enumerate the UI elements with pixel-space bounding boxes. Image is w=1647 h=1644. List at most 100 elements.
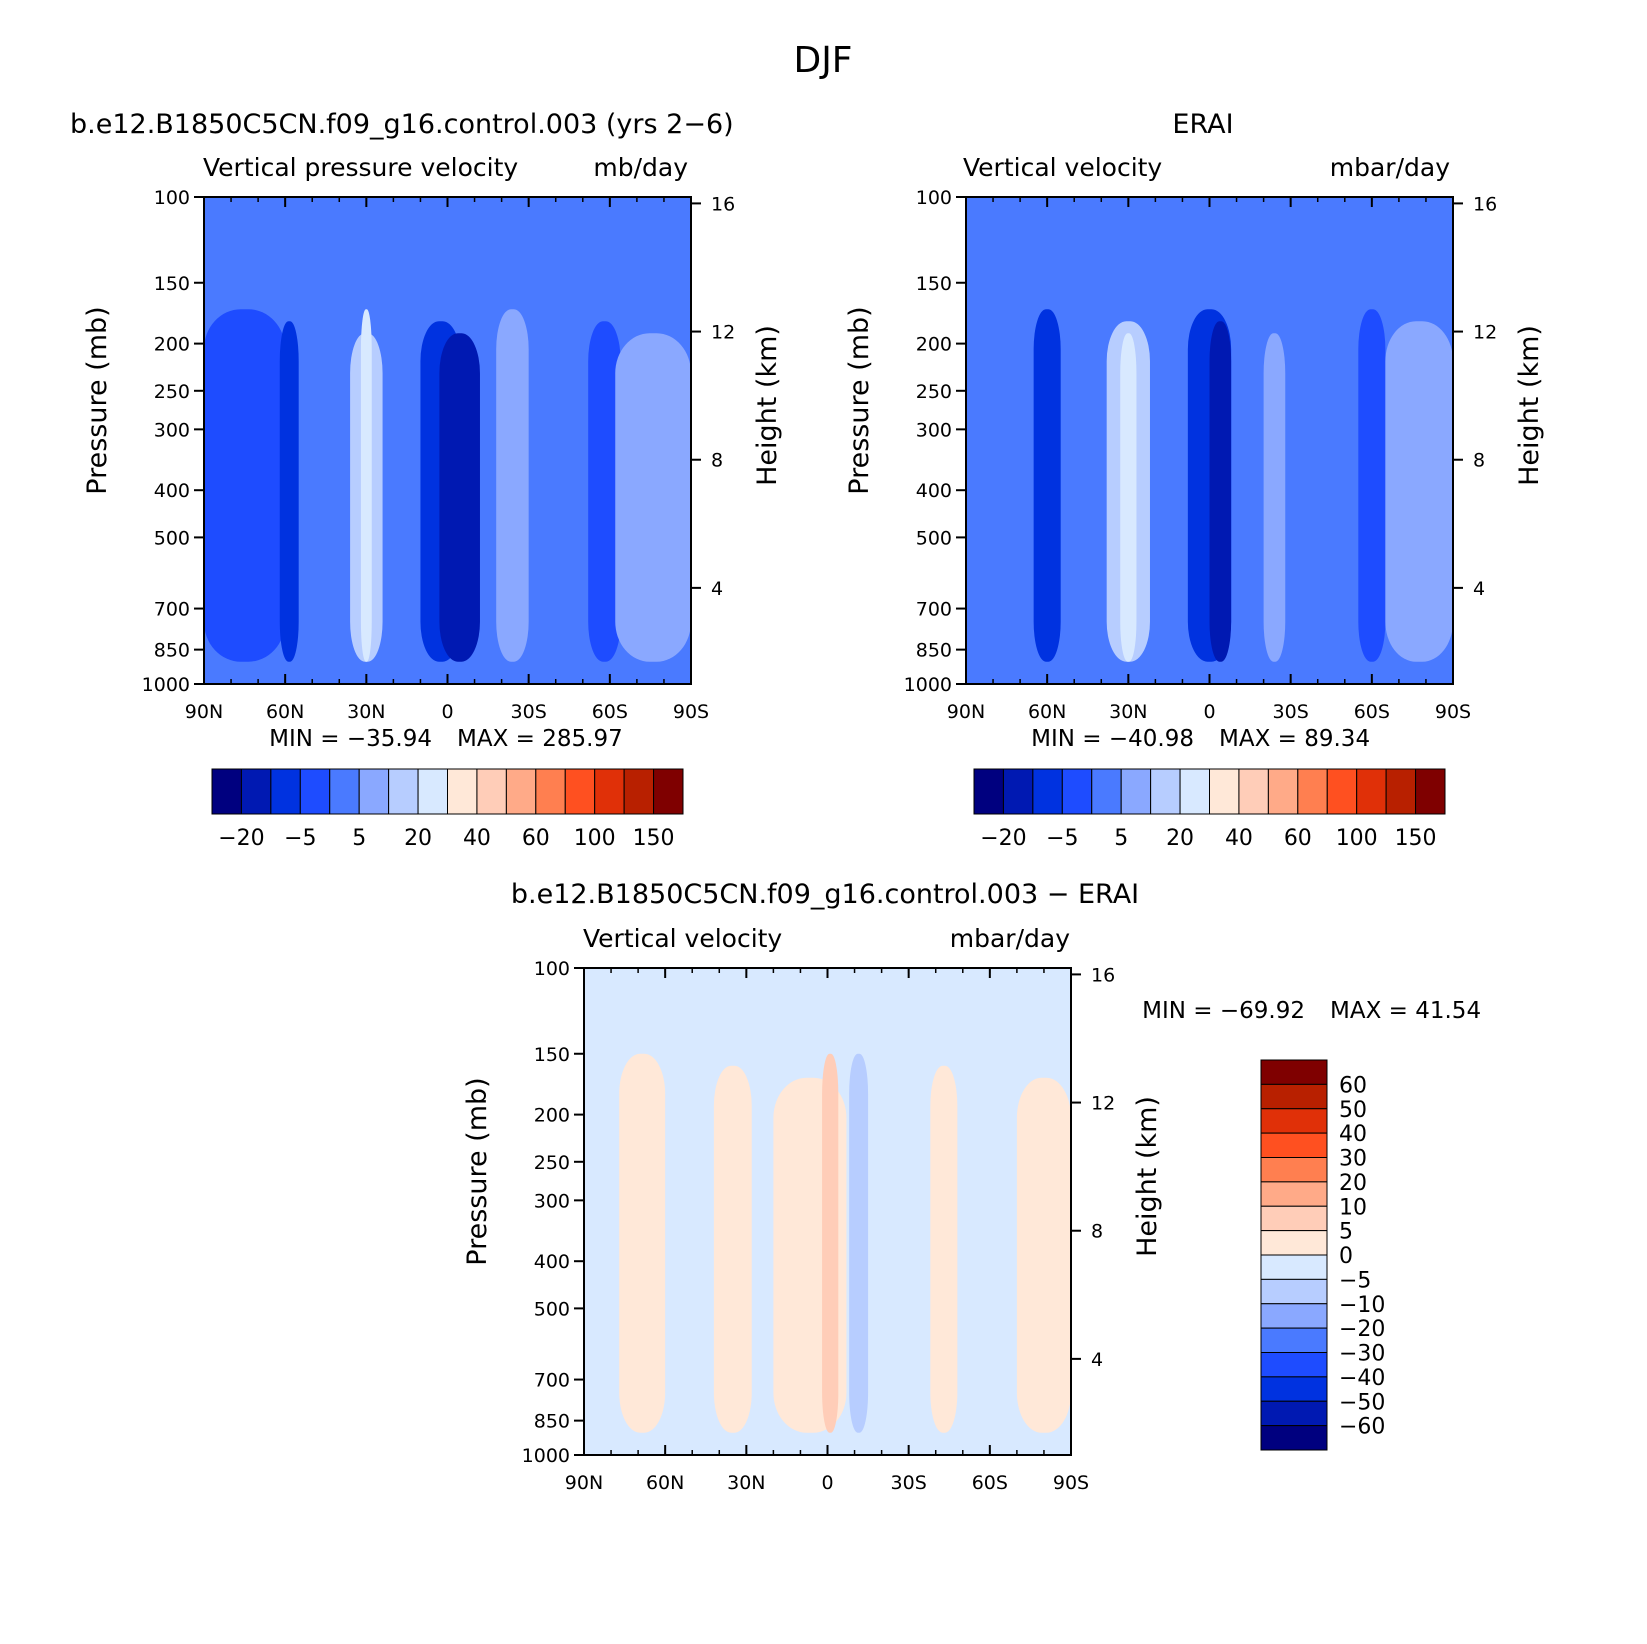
diff-y-tick-label: 700 [534,1370,570,1392]
obs-colorbar-label: 60 [1284,826,1312,851]
model-y-tick-label: 300 [154,419,190,441]
model-colorbar-swatch [447,768,478,815]
diff-colorbar-label: −40 [1339,1366,1385,1391]
obs-y2-tick-label: 12 [1473,322,1497,344]
model-y-tick-label: 700 [154,599,190,621]
diff-colorbar-label: 5 [1339,1220,1353,1245]
diff-colorbar-label: −10 [1339,1293,1385,1318]
model-colorbar-label: 5 [352,826,366,851]
model-y-tick-label: 500 [154,527,190,549]
diff-colorbar-swatch [1260,1327,1328,1353]
diff-colorbar-swatch [1260,1303,1328,1329]
diff-colorbar-label: −20 [1339,1317,1385,1342]
diff-colorbar-label: 30 [1339,1147,1367,1172]
obs-y-tick-label: 250 [916,381,952,403]
obs-colorbar-label: 20 [1166,826,1194,851]
model-contour-region [204,309,286,662]
obs-units-label: mbar/day [1330,153,1450,182]
obs-contour-region [1033,309,1061,662]
model-contour-region [615,333,691,662]
model-colorbar-label: 40 [463,826,491,851]
model-x-tick-label: 0 [441,701,453,723]
diff-max-label: MAX = 41.54 [1330,998,1481,1024]
diff-y2-tick-label: 12 [1091,1093,1115,1115]
diff-y-tick-label: 150 [534,1044,570,1066]
obs-y-tick-label: 150 [916,273,952,295]
obs-colorbar-swatch [1326,768,1358,815]
obs-colorbar-swatch [1120,768,1152,815]
obs-contour-region [1209,321,1232,662]
model-panel: b.e12.B1850C5CN.f09_g16.control.003 (yrs… [70,109,783,851]
model-colorbar-label: 100 [574,826,616,851]
diff-colorbar-label: −50 [1339,1390,1385,1415]
obs-y-tick-label: 200 [916,334,952,356]
obs-x-tick-label: 90S [1435,701,1471,723]
diff-panel: b.e12.B1850C5CN.f09_g16.control.003 − ER… [462,879,1481,1494]
diff-colorbar-swatch [1260,1230,1328,1256]
obs-y-tick-label: 850 [916,640,952,662]
diff-y-axis-label: Pressure (mb) [462,1077,493,1265]
diff-y-tick-label: 250 [534,1152,570,1174]
obs-colorbar-swatch [1179,768,1210,815]
model-x-tick-label: 30S [511,701,547,723]
model-colorbar-swatch [211,768,242,815]
diff-colorbar-label: 0 [1339,1244,1353,1269]
model-colorbar-swatch [594,768,625,815]
obs-x-tick-label: 0 [1203,701,1215,723]
model-colorbar-label: 20 [404,826,432,851]
diff-y-tick-label: 1000 [522,1445,570,1467]
diff-y-tick-label: 200 [534,1105,570,1127]
obs-colorbar-label: 100 [1336,826,1378,851]
model-colorbar-swatch [388,768,419,815]
obs-colorbar-swatch [1091,768,1122,815]
diff-x-tick-label: 90S [1053,1472,1089,1494]
model-colorbar-swatch [240,768,272,815]
obs-colorbar-swatch [1150,768,1181,815]
model-y-tick-label: 250 [154,381,190,403]
obs-contour-region [1120,333,1137,662]
diff-colorbar-swatch [1260,1157,1328,1183]
obs-colorbar-swatch [1032,768,1063,815]
model-y2-tick-label: 4 [711,578,723,600]
model-colorbar-swatch [358,768,390,815]
model-title: b.e12.B1850C5CN.f09_g16.control.003 (yrs… [70,109,734,140]
model-y-axis-label: Pressure (mb) [82,306,113,494]
diff-contour-region [1016,1077,1071,1433]
model-colorbar-swatch [505,768,537,815]
diff-x-tick-label: 90N [565,1472,603,1494]
obs-title: ERAI [1172,109,1233,140]
diff-contour-region [822,1053,839,1433]
model-colorbar-swatch [564,768,596,815]
obs-x-tick-label: 60S [1354,701,1390,723]
obs-colorbar-label: −5 [1046,826,1078,851]
diff-title: b.e12.B1850C5CN.f09_g16.control.003 − ER… [511,879,1139,910]
diff-colorbar-swatch [1260,1059,1328,1085]
obs-y-tick-label: 1000 [904,674,952,696]
obs-colorbar-label: 150 [1395,826,1437,851]
model-contour-region [588,321,621,662]
diff-y-tick-label: 500 [534,1298,570,1320]
diff-y-tick-label: 400 [534,1251,570,1273]
diff-colorbar-swatch [1260,1108,1328,1134]
diff-colorbar-swatch [1260,1205,1328,1232]
obs-colorbar-swatch [1061,768,1093,815]
diff-colorbar-swatch [1260,1083,1328,1110]
model-colorbar-swatch [329,768,360,815]
model-y-tick-label: 200 [154,334,190,356]
obs-x-tick-label: 30N [1109,701,1147,723]
model-units-label: mb/day [593,153,688,182]
model-colorbar-label: 60 [522,826,550,851]
obs-y2-tick-label: 16 [1473,193,1497,215]
diff-variable-label: Vertical velocity [583,924,782,953]
diff-y-tick-label: 100 [534,958,570,980]
model-x-tick-label: 60S [592,701,628,723]
diff-colorbar-label: 10 [1339,1195,1367,1220]
diff-colorbar-label: −60 [1339,1415,1385,1440]
model-x-tick-label: 90N [185,701,223,723]
model-colorbar-swatch [535,768,566,815]
obs-colorbar-swatch [1267,768,1299,815]
diff-y-tick-label: 850 [534,1411,570,1433]
obs-y-tick-label: 100 [916,187,952,209]
diff-min-label: MIN = −69.92 [1142,998,1305,1024]
diff-colorbar-swatch [1260,1400,1328,1427]
